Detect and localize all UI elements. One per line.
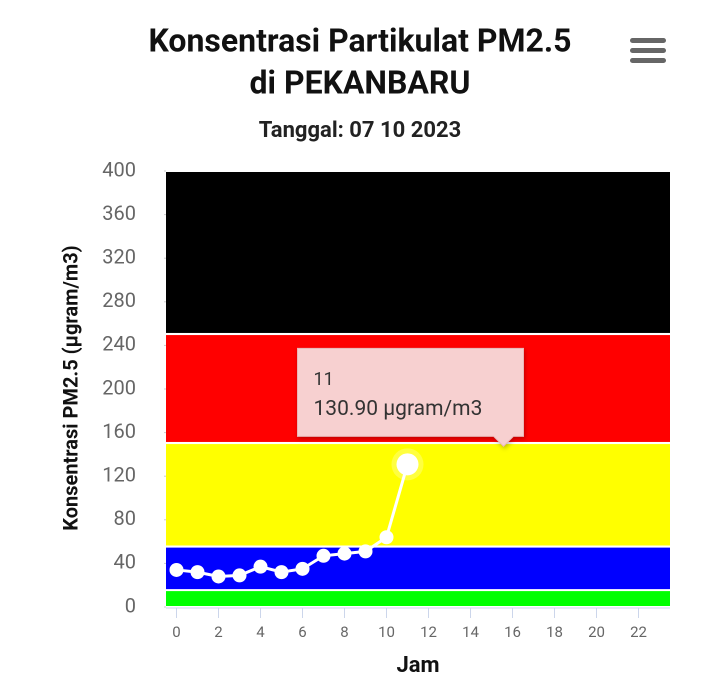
- menu-bar: [630, 38, 666, 43]
- y-tick-label: 360: [102, 201, 136, 225]
- data-point: [316, 548, 331, 563]
- y-tick-label: 0: [125, 593, 136, 617]
- x-tick-label: 18: [546, 623, 563, 641]
- plot-band: [166, 444, 670, 546]
- y-tick-label: 40: [114, 550, 136, 574]
- y-tick-label: 280: [102, 288, 136, 312]
- plot-band: [166, 547, 670, 590]
- y-tick-label: 240: [102, 332, 136, 356]
- tooltip: 11 130.90 µgram/m3: [297, 347, 524, 448]
- menu-bar: [630, 48, 666, 53]
- chart-subtitle: Tanggal: 07 10 2023: [259, 118, 461, 143]
- menu-button[interactable]: [630, 38, 666, 63]
- x-tick-label: 14: [462, 623, 479, 641]
- x-axis-label: Jam: [396, 653, 439, 678]
- x-tick-label: 12: [420, 623, 437, 641]
- chart-title: Konsentrasi Partikulat PM2.5: [149, 21, 572, 59]
- y-tick-label: 160: [102, 419, 136, 443]
- data-point: [274, 565, 289, 580]
- data-point: [253, 559, 268, 574]
- x-tick-label: 22: [630, 623, 647, 641]
- plot-band: [166, 172, 670, 333]
- x-tick-label: 0: [172, 623, 180, 641]
- data-point: [337, 546, 352, 561]
- plot-band: [166, 591, 670, 606]
- tooltip-text: 130.90 µgram/m3: [314, 397, 483, 421]
- y-tick-label: 400: [102, 157, 136, 181]
- y-axis-label: Konsentrasi PM2.5 (µgram/m3): [58, 245, 82, 530]
- data-point: [379, 530, 394, 545]
- data-point: [396, 453, 419, 476]
- data-point: [295, 561, 310, 576]
- chart-title: di PEKANBARU: [250, 63, 471, 101]
- x-tick-label: 20: [588, 623, 605, 641]
- x-tick-label: 16: [504, 623, 521, 641]
- y-tick-label: 120: [102, 462, 136, 486]
- tooltip-box: [297, 347, 524, 448]
- data-point: [358, 544, 373, 559]
- x-tick-label: 6: [298, 623, 306, 641]
- y-tick-label: 80: [114, 506, 136, 530]
- x-tick-label: 2: [214, 623, 222, 641]
- data-point: [211, 569, 226, 584]
- data-point: [169, 562, 184, 577]
- data-point: [232, 568, 247, 583]
- x-tick-label: 8: [340, 623, 348, 641]
- y-tick-label: 200: [102, 375, 136, 399]
- menu-bar: [630, 58, 666, 63]
- x-tick-label: 10: [378, 623, 395, 641]
- x-tick-label: 4: [256, 623, 265, 641]
- data-point: [190, 565, 205, 580]
- tooltip-title: 11: [314, 369, 334, 390]
- y-tick-label: 320: [102, 244, 136, 268]
